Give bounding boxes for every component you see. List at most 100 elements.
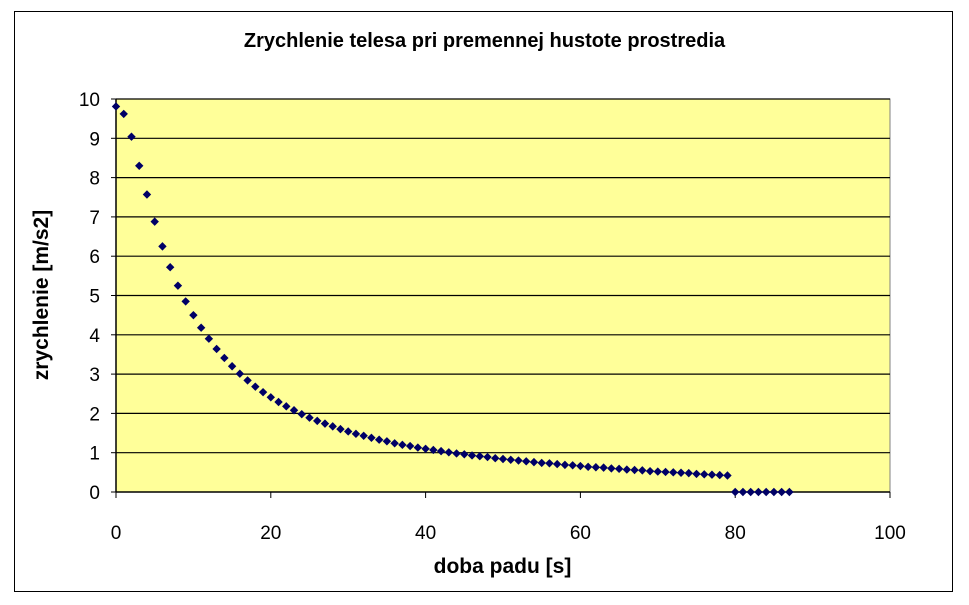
data-point	[614, 464, 624, 474]
data-point	[204, 334, 214, 343]
y-tick-label: 7	[89, 208, 100, 229]
data-point	[622, 465, 632, 474]
data-point	[382, 437, 392, 446]
data-point	[777, 487, 786, 497]
data-point	[568, 461, 577, 470]
data-point	[274, 397, 283, 407]
data-point	[429, 445, 438, 455]
data-point	[235, 369, 245, 378]
data-point	[483, 452, 492, 462]
data-point	[297, 409, 306, 419]
data-point	[282, 402, 291, 411]
data-point	[227, 362, 237, 371]
data-point	[150, 217, 159, 226]
data-point	[351, 429, 361, 439]
data-point	[653, 467, 662, 476]
y-tick-label: 0	[89, 483, 100, 504]
data-point	[785, 487, 794, 497]
data-point	[552, 459, 562, 469]
data-point	[645, 466, 655, 476]
data-point	[761, 487, 771, 497]
data-point	[436, 446, 446, 456]
data-point	[583, 462, 593, 472]
data-point	[220, 353, 229, 363]
gridlines	[111, 98, 890, 493]
data-point	[731, 487, 740, 497]
data-point	[127, 132, 136, 141]
data-point	[661, 467, 670, 477]
data-point	[522, 457, 531, 466]
data-point	[266, 393, 275, 402]
data-point	[405, 441, 415, 451]
data-point	[506, 455, 515, 464]
data-point	[460, 450, 469, 459]
data-point	[328, 422, 337, 431]
data-point	[359, 431, 368, 441]
data-point	[537, 458, 546, 468]
data-point	[576, 461, 585, 471]
data-point	[165, 263, 175, 272]
x-tick-label: 80	[725, 523, 746, 544]
data-point	[738, 487, 748, 497]
data-point	[746, 487, 755, 497]
data-point	[181, 297, 190, 306]
data-point	[684, 468, 693, 478]
y-tick-label: 1	[89, 444, 100, 465]
data-point	[212, 344, 221, 354]
data-point	[313, 416, 322, 426]
data-point	[452, 449, 461, 458]
data-point	[367, 433, 376, 442]
data-point	[676, 468, 686, 477]
x-tick-label: 60	[570, 523, 591, 544]
data-point	[158, 242, 167, 251]
data-point	[344, 427, 353, 436]
y-axis-label: zrychlenie [m/s2]	[30, 209, 53, 381]
data-point	[111, 102, 121, 111]
data-point	[421, 444, 430, 453]
data-point	[390, 439, 399, 448]
data-point	[142, 190, 152, 199]
x-tick-label: 0	[111, 523, 122, 544]
data-point	[189, 310, 198, 320]
data-point	[243, 376, 252, 385]
data-point	[769, 487, 779, 497]
y-tick-label: 6	[89, 247, 100, 268]
y-tick-label: 2	[89, 404, 100, 425]
y-tick-labels: 0 1 2 3 4 5 6 7 8 9 10	[79, 90, 101, 504]
data-point	[413, 443, 423, 452]
data-point	[289, 406, 299, 415]
data-point	[754, 487, 763, 497]
x-tick-label: 40	[415, 523, 436, 544]
data-point	[591, 463, 601, 472]
x-axis-label: doba padu [s]	[433, 555, 572, 578]
x-tick-label: 20	[260, 523, 281, 544]
data-point	[700, 470, 709, 479]
data-point	[607, 464, 616, 473]
data-point	[119, 109, 128, 119]
y-tick-label: 8	[89, 169, 100, 190]
data-point	[692, 469, 701, 479]
data-point	[173, 281, 183, 290]
data-point	[723, 471, 732, 480]
y-tick-label: 10	[79, 90, 100, 111]
data-point	[135, 161, 144, 171]
data-point	[467, 451, 477, 460]
data-point	[374, 435, 384, 444]
data-point	[599, 463, 608, 472]
y-tick-label: 3	[89, 365, 100, 386]
data-points	[111, 102, 794, 497]
data-point	[336, 424, 345, 434]
data-point	[491, 454, 500, 463]
data-point	[707, 470, 717, 479]
x-tick-label: 100	[874, 523, 906, 544]
data-point	[514, 456, 523, 465]
y-tick-label: 5	[89, 287, 100, 308]
data-point	[669, 468, 678, 477]
data-point	[498, 454, 508, 464]
y-tick-label: 9	[89, 129, 100, 150]
data-point	[638, 466, 647, 475]
data-point	[398, 440, 407, 450]
data-point	[475, 452, 484, 461]
data-point	[545, 459, 554, 468]
